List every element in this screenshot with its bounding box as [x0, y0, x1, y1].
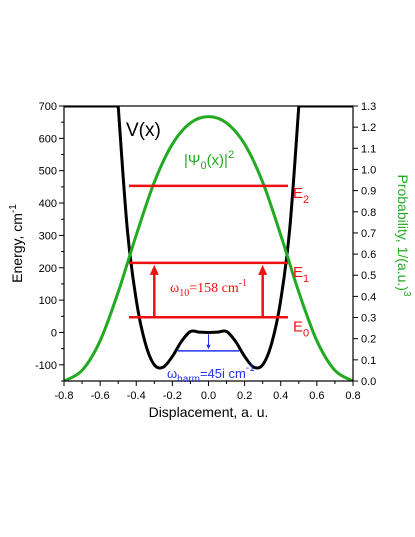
y-left-tick-label: -100: [35, 360, 57, 372]
transition-arrow-head: [149, 264, 159, 275]
probability-curve: [64, 115, 353, 381]
potential-label: V(x): [126, 120, 161, 141]
series-layer: [64, 106, 353, 381]
x-tick-label: 0.4: [273, 390, 288, 402]
energy-level-label: E2: [293, 185, 309, 206]
y-right-tick-label: 0.6: [361, 249, 376, 261]
y-right-tick-label: 0.9: [361, 186, 376, 198]
annotations: E0 E1 E2 V(x) |Ψ0(x)|2 ω10=158 cm-1 ωharm=45i …: [126, 120, 309, 385]
y-right-tick-label: 0.2: [361, 334, 376, 346]
y-right-tick-label: 1.2: [361, 122, 376, 134]
energy-level-label: E1: [293, 264, 309, 285]
y-right-tick-label: 0.8: [361, 207, 376, 219]
y-right-tick-label: 1.3: [361, 101, 376, 113]
harmonic-arrow-head: [206, 344, 211, 350]
y-left-tick-label: 0: [51, 327, 57, 339]
x-tick-label: -0.4: [127, 390, 146, 402]
y-right-tick-label: 0.7: [361, 228, 376, 240]
y-left-tick-label: 100: [39, 295, 57, 307]
transition-arrow-head: [258, 264, 268, 275]
x-tick-label: -0.6: [91, 390, 110, 402]
y-right-tick-label: 0.4: [361, 291, 376, 303]
y-right-tick-label: 0.3: [361, 313, 376, 325]
y-right-tick-label: 1.1: [361, 143, 376, 155]
potential-curve: [64, 106, 353, 370]
y-right-axis-label: Probability, 1/(a.u.)3: [395, 174, 412, 296]
y-left-tick-label: 400: [39, 198, 57, 210]
x-tick-label: 0.8: [345, 390, 360, 402]
x-tick-label: 0.2: [237, 390, 252, 402]
probability-label: |Ψ0(x)|2: [184, 149, 234, 172]
x-tick-label: 0.0: [201, 390, 216, 402]
energy-level-label: E0: [293, 318, 309, 339]
y-right-tick-label: 0.5: [361, 270, 376, 282]
harmonic-label: ωharm=45i cm-1: [167, 363, 255, 385]
y-right-tick-label: 1.0: [361, 164, 376, 176]
x-tick-label: -0.2: [163, 390, 182, 402]
energy-levels: [129, 184, 288, 319]
y-left-tick-label: 600: [39, 133, 57, 145]
x-axis-label: Displacement, a. u.: [149, 404, 269, 420]
y-left-tick-label: 700: [39, 101, 57, 113]
y-left-axis-label: Energy, cm-1: [8, 204, 25, 283]
y-left-tick-label: 200: [39, 263, 57, 275]
y-right-tick-label: 0.0: [361, 376, 376, 388]
axes: -0.8 -0.6 -0.4 -0.2 0.0 0.2 0.4 0.6 0.8 -100 0 100 2…: [8, 101, 412, 420]
x-tick-label: -0.8: [55, 390, 74, 402]
y-left-tick-label: 500: [39, 166, 57, 178]
transition-label: ω10=158 cm-1: [170, 278, 247, 299]
y-left-tick-label: 300: [39, 230, 57, 242]
y-right-tick-label: 0.1: [361, 355, 376, 367]
x-tick-label: 0.6: [309, 390, 324, 402]
